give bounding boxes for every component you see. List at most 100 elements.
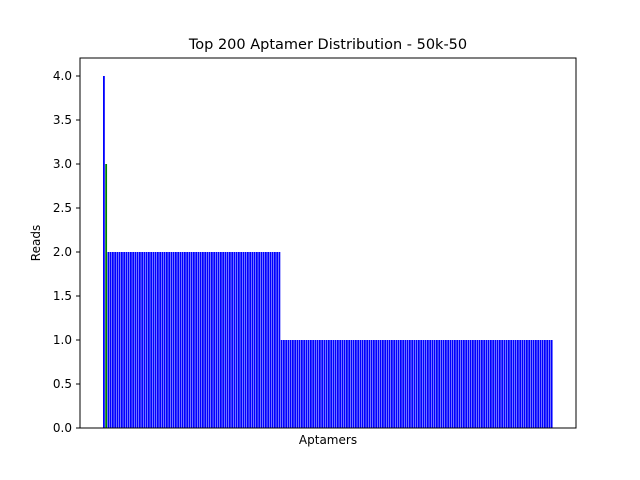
bar — [206, 252, 209, 428]
bar — [314, 340, 317, 428]
bar — [103, 76, 105, 428]
bar — [148, 252, 150, 428]
bar — [456, 340, 459, 428]
bar — [298, 340, 301, 428]
bar — [413, 340, 416, 428]
bar — [368, 340, 371, 428]
bar — [386, 340, 389, 428]
bar — [352, 340, 355, 428]
bar — [159, 252, 162, 428]
bar — [143, 252, 146, 428]
bar — [276, 252, 279, 428]
bar — [249, 252, 252, 428]
y-tick-label: 0.5 — [53, 377, 72, 391]
bar — [343, 340, 346, 428]
bar — [289, 340, 292, 428]
bar — [388, 340, 391, 428]
bar — [202, 252, 204, 428]
bar — [204, 252, 207, 428]
bar — [397, 340, 400, 428]
bar — [510, 340, 513, 428]
bar — [310, 340, 312, 428]
bar — [193, 252, 195, 428]
bar — [402, 340, 405, 428]
bar — [319, 340, 321, 428]
bar — [240, 252, 243, 428]
bar — [292, 340, 294, 428]
bar — [330, 340, 333, 428]
bar — [528, 340, 531, 428]
bar — [487, 340, 490, 428]
bar — [400, 340, 402, 428]
bar — [458, 340, 461, 428]
bar — [166, 252, 168, 428]
x-axis-label: Aptamers — [299, 433, 357, 447]
bar — [447, 340, 450, 428]
bar — [512, 340, 515, 428]
bar — [445, 340, 447, 428]
bar — [460, 340, 463, 428]
bar — [521, 340, 524, 428]
bar — [287, 340, 290, 428]
bar — [294, 340, 297, 428]
bar — [454, 340, 456, 428]
bar — [346, 340, 348, 428]
bar — [391, 340, 393, 428]
bar — [244, 252, 247, 428]
bar — [517, 340, 519, 428]
bar — [440, 340, 443, 428]
bar — [370, 340, 373, 428]
bar — [503, 340, 506, 428]
bar — [546, 340, 549, 428]
bar — [125, 252, 128, 428]
y-tick-label: 4.0 — [53, 69, 72, 83]
bar — [224, 252, 227, 428]
bar — [132, 252, 135, 428]
bar — [233, 252, 236, 428]
bar — [188, 252, 191, 428]
bar — [449, 340, 452, 428]
bar — [467, 340, 470, 428]
bar — [431, 340, 434, 428]
bar — [163, 252, 166, 428]
bar — [139, 252, 141, 428]
bar — [235, 252, 238, 428]
bar — [550, 340, 553, 428]
bar — [271, 252, 274, 428]
bar — [537, 340, 540, 428]
bar — [433, 340, 436, 428]
bar — [109, 252, 112, 428]
y-tick-label: 2.5 — [53, 201, 72, 215]
bar — [519, 340, 522, 428]
bar — [321, 340, 324, 428]
bar — [514, 340, 517, 428]
y-tick-label: 1.5 — [53, 289, 72, 303]
bar — [141, 252, 144, 428]
bar — [469, 340, 472, 428]
bar — [422, 340, 425, 428]
bar — [262, 252, 265, 428]
bar — [168, 252, 171, 428]
bar — [229, 252, 231, 428]
bar — [105, 164, 108, 428]
bar — [339, 340, 342, 428]
bar — [323, 340, 326, 428]
bar — [184, 252, 186, 428]
bar — [197, 252, 200, 428]
y-axis-label: Reads — [29, 225, 43, 261]
bar — [485, 340, 488, 428]
bar — [305, 340, 308, 428]
bar — [505, 340, 508, 428]
bar — [404, 340, 407, 428]
bar — [476, 340, 479, 428]
bar — [436, 340, 438, 428]
bar — [411, 340, 414, 428]
bar — [472, 340, 474, 428]
bar — [373, 340, 375, 428]
y-tick-label: 0.0 — [53, 421, 72, 435]
bar — [238, 252, 240, 428]
bar — [280, 340, 283, 428]
bar — [247, 252, 249, 428]
bar — [541, 340, 544, 428]
bar — [215, 252, 218, 428]
